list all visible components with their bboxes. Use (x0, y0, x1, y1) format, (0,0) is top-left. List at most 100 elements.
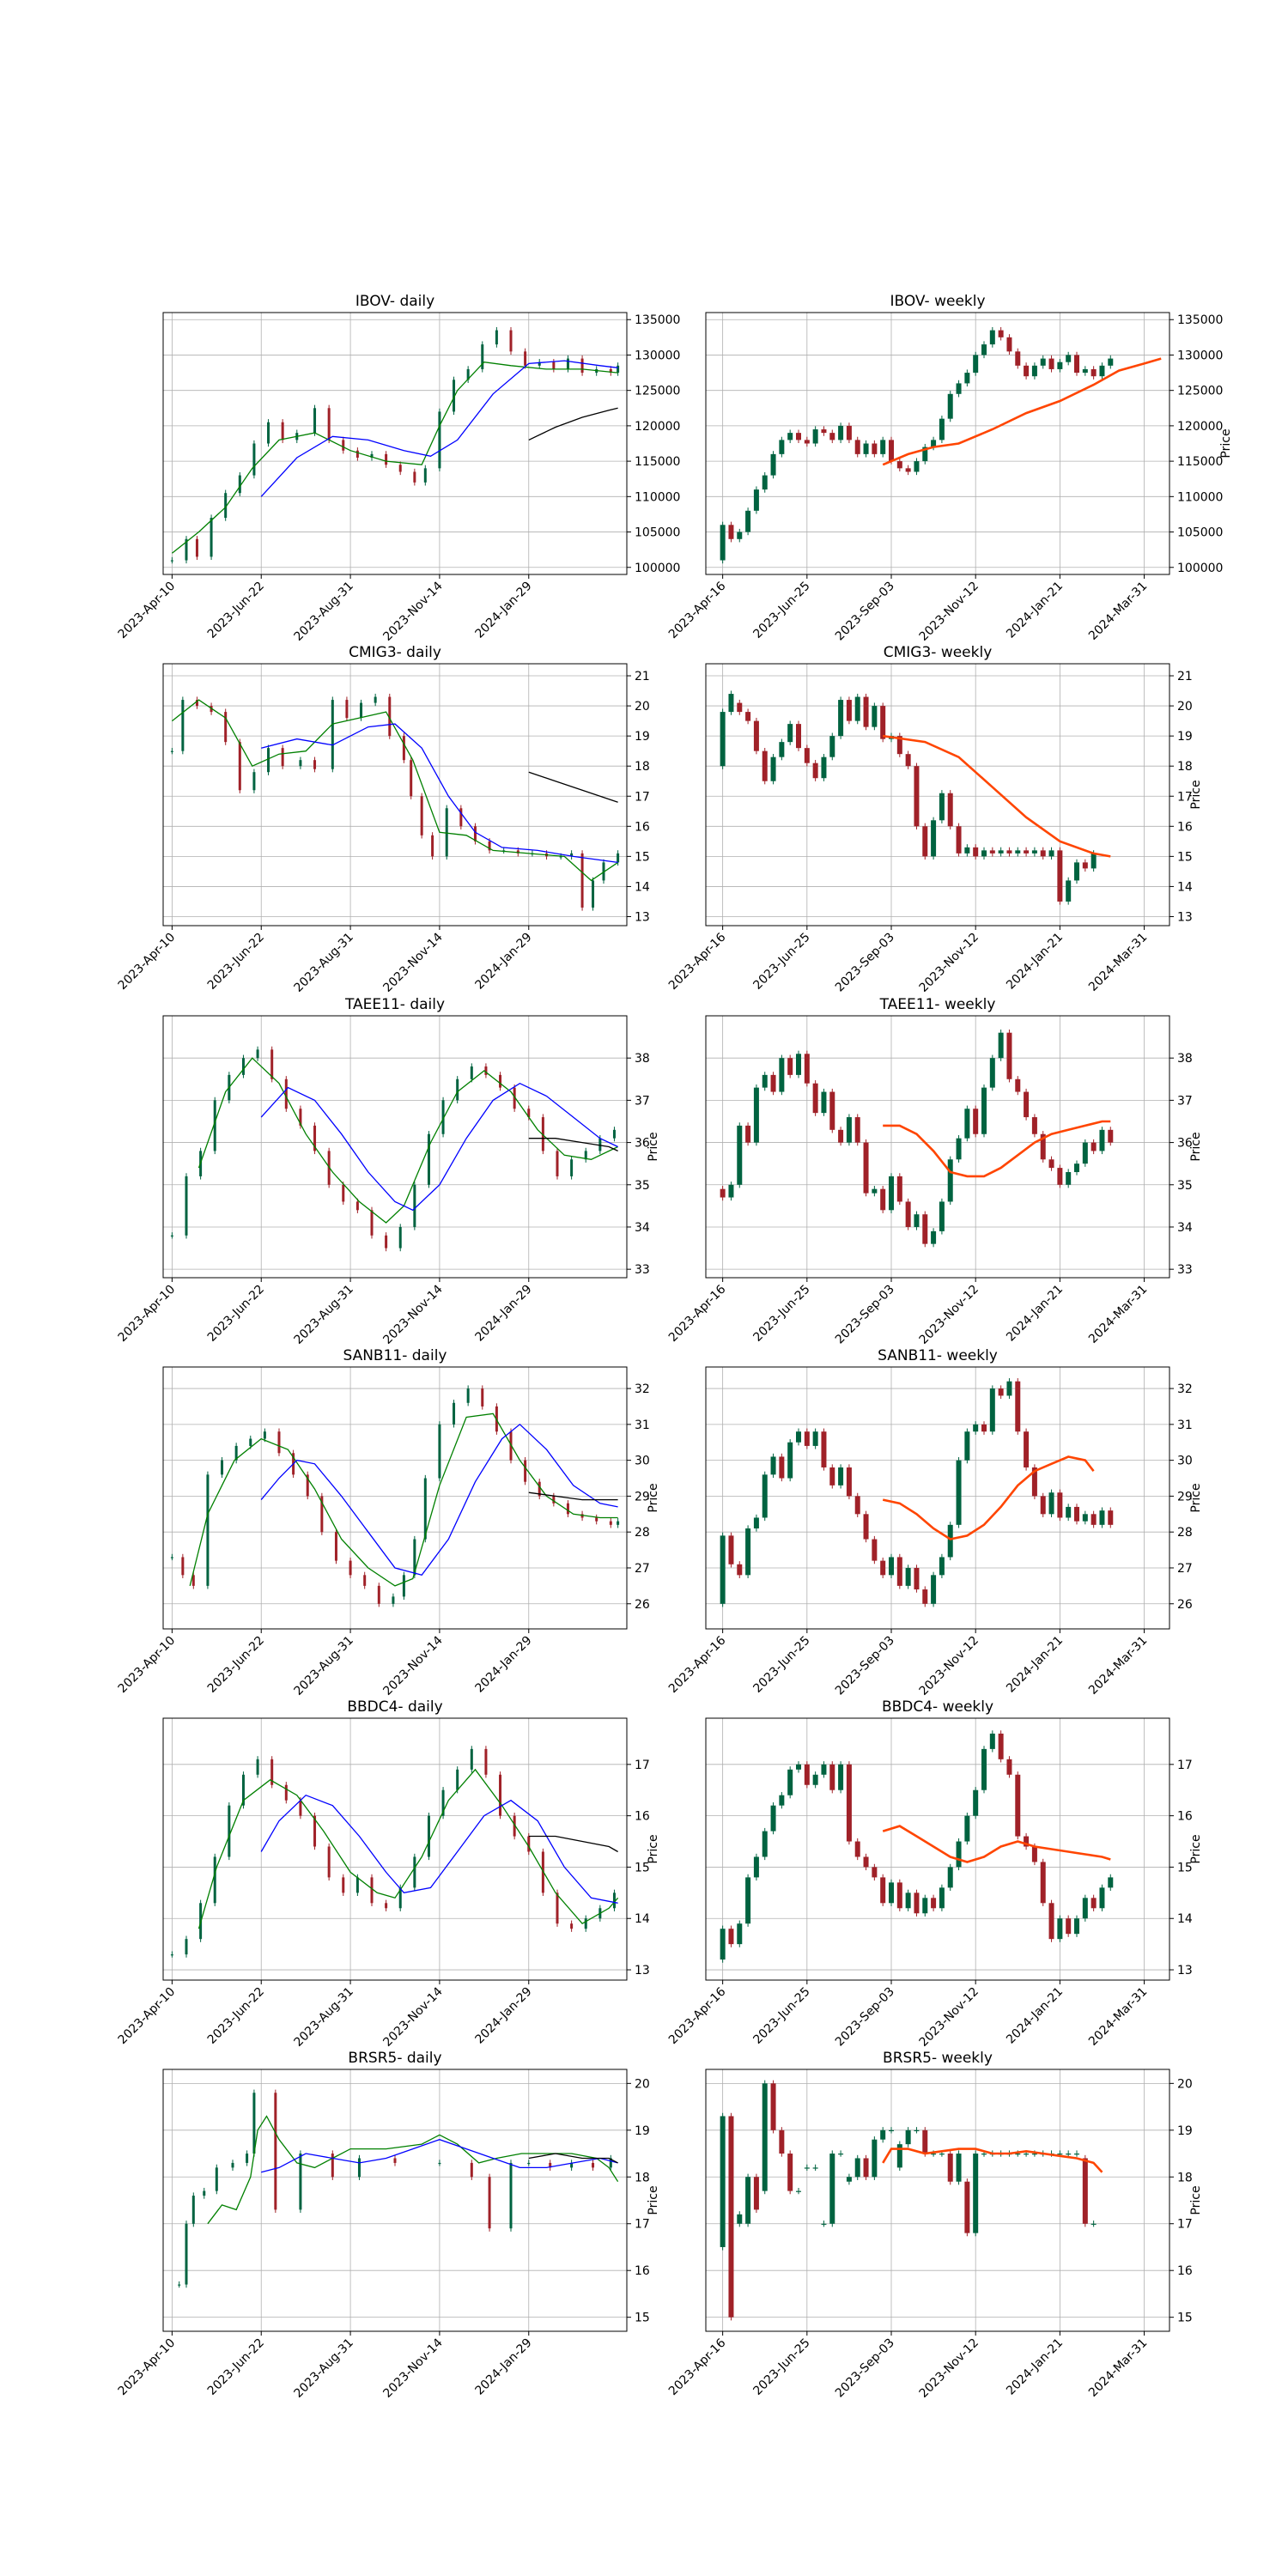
candle-body (973, 1424, 979, 1432)
candle-body (998, 1388, 1004, 1396)
candle-body (1006, 1032, 1012, 1079)
candle-body (779, 1058, 785, 1092)
candle-body (342, 1877, 345, 1893)
candle-body (1040, 358, 1046, 366)
candle-body (872, 1867, 878, 1878)
x-tick-label: 2023-Nov-14 (380, 930, 445, 994)
candle-body (349, 1560, 352, 1576)
y-tick-label: 20 (1177, 700, 1193, 714)
candle-body (185, 2223, 188, 2285)
candle-body (238, 742, 241, 791)
x-tick-label: 2023-Jun-22 (205, 931, 267, 993)
candle-body (981, 850, 987, 857)
candle-body (981, 1748, 987, 1790)
candle-body (922, 1589, 928, 1604)
candle-body (213, 1100, 216, 1151)
y-tick-label: 28 (1177, 1526, 1193, 1540)
x-tick-label: 2024-Jan-29 (473, 1985, 535, 2047)
plot-frame (162, 1717, 628, 1981)
moving-average-line (528, 771, 618, 803)
x-tick-label: 2023-Nov-14 (380, 1282, 445, 1346)
candle-body (580, 1514, 584, 1518)
candle-body (728, 694, 734, 713)
candle-body (1057, 361, 1063, 369)
x-tick-label: 2023-Jun-25 (750, 931, 812, 993)
candle-body (753, 2177, 759, 2210)
plot-frame (705, 2069, 1170, 2332)
candle-body (889, 440, 894, 462)
candle-body (880, 2129, 886, 2140)
candle-body (737, 2214, 743, 2224)
candle-body (431, 835, 434, 857)
candle-body (566, 1503, 569, 1515)
candle-body (838, 1764, 844, 1790)
candle-body (896, 1882, 902, 1909)
candle-body (267, 748, 270, 773)
chart-panel: 13 14 15 16 17 18 19 20 21 2023-Apr-16 2023-Jun-25… (666, 644, 1203, 995)
y-axis-label: Price (1189, 1483, 1203, 1512)
y-tick-label: 21 (635, 670, 650, 683)
y-tick-label: 16 (1177, 2264, 1193, 2278)
candle-body (973, 1789, 979, 1816)
y-tick-label: 17 (635, 1759, 650, 1772)
candle-body (299, 760, 302, 767)
x-tick-label: 2023-Nov-14 (380, 1633, 445, 1698)
candle-body (1040, 850, 1046, 857)
candle-body (617, 365, 620, 374)
candle-body (438, 411, 441, 469)
candle-body (466, 1388, 470, 1403)
candle-body (931, 1575, 937, 1604)
candle-body (580, 358, 584, 374)
candle-body (566, 358, 569, 369)
y-tick-label: 125000 (635, 385, 680, 398)
candle-body (527, 1836, 531, 1852)
candle-body (509, 330, 513, 352)
candle-body (445, 808, 448, 857)
y-tick-label: 14 (635, 1912, 650, 1926)
x-tick-label: 2023-Nov-12 (917, 1985, 981, 2050)
candle-body (720, 1929, 726, 1960)
candle-body (393, 2158, 397, 2163)
candle-body (914, 1567, 920, 1590)
moving-average-line (883, 734, 1111, 858)
candle-body (1066, 1918, 1072, 1935)
candle-body (1057, 1492, 1063, 1518)
candle-body (762, 750, 768, 781)
candle-body (964, 2181, 970, 2233)
candle-body (527, 2162, 531, 2165)
candle-body (889, 1557, 894, 1576)
y-tick-label: 32 (1177, 1382, 1193, 1396)
candle-body (872, 1188, 878, 1194)
x-tick-label: 2024-Jan-21 (1004, 1283, 1066, 1345)
y-axis-label: Price (1189, 1834, 1203, 1863)
chart-title: SANB11- daily (343, 1347, 447, 1364)
candle-body (423, 1478, 427, 1540)
candle-body (854, 1117, 860, 1143)
y-tick-label: 13 (635, 910, 650, 924)
y-tick-label: 20 (635, 700, 650, 714)
candle-body (513, 1087, 516, 1109)
y-tick-label: 110000 (1177, 490, 1223, 504)
candle-body (191, 1575, 195, 1586)
chart-panel: 100000 105000 110000 115000 120000 125000 1300… (116, 293, 681, 644)
candle-body (956, 383, 962, 394)
candle-body (896, 461, 902, 469)
candle-body (737, 1564, 743, 1576)
candle-body (1091, 2223, 1097, 2225)
candle-body (804, 1054, 810, 1084)
candle-body (342, 1184, 345, 1202)
candle-body (1091, 1142, 1097, 1151)
candle-body (509, 2162, 513, 2229)
candle-body (1031, 365, 1037, 377)
candle-body (745, 1125, 751, 1143)
x-tick-label: 2023-Nov-12 (917, 931, 981, 995)
y-tick-label: 110000 (635, 490, 680, 504)
x-tick-label: 2024-Mar-31 (1086, 1985, 1150, 2049)
x-tick-label: 2023-Nov-12 (917, 580, 981, 644)
candle-body (320, 1496, 324, 1533)
candle-body (872, 2139, 878, 2178)
candle-body (509, 1431, 513, 1461)
candle-body (270, 1049, 274, 1079)
candle-body (256, 1759, 259, 1775)
candle-body (1015, 1774, 1021, 1837)
